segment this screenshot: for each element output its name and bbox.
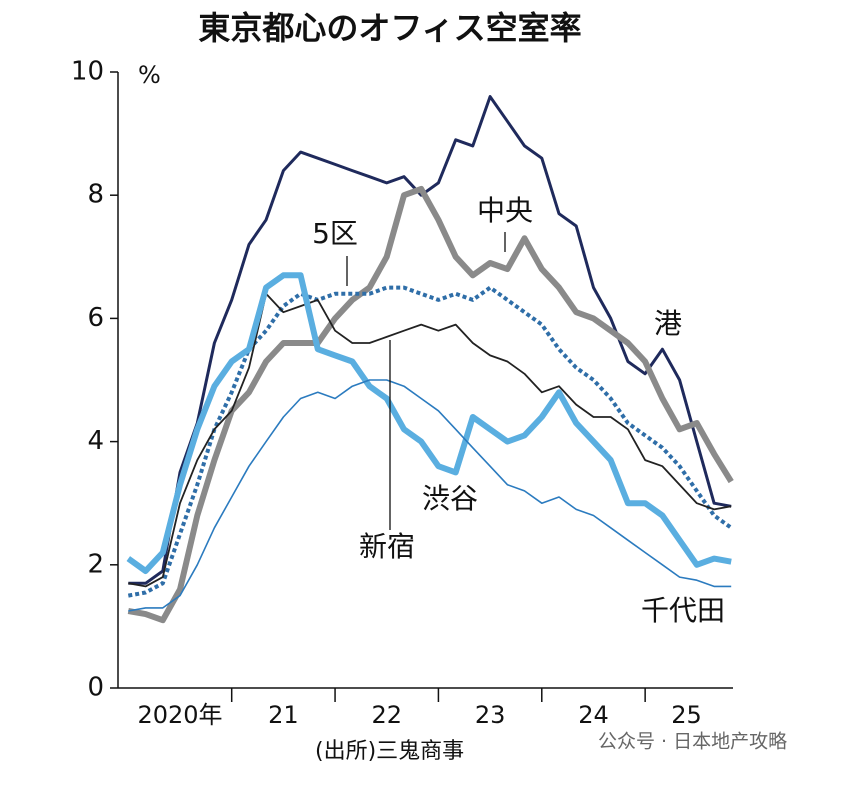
- source: (出所)三鬼商事: [315, 739, 464, 764]
- y-tick-label: 8: [87, 180, 104, 210]
- y-tick-label: 2: [87, 549, 104, 579]
- series-line: [128, 292, 732, 588]
- series-label: 5区: [312, 217, 358, 250]
- y-tick-label: 10: [71, 57, 104, 87]
- x-tick-label: 23: [475, 701, 506, 729]
- x-tick-label: 2020年: [137, 701, 222, 729]
- y-tick-label: 4: [87, 426, 104, 456]
- series-line: [127, 285, 733, 598]
- y-unit: %: [138, 61, 161, 89]
- x-tick-label: 21: [268, 701, 299, 729]
- series-label: 中央: [477, 194, 533, 227]
- series-line: [127, 186, 734, 624]
- series-label: 渋谷: [422, 482, 478, 515]
- y-tick-label: 0: [87, 673, 104, 703]
- x-tick-label: 24: [578, 701, 609, 729]
- series-label: 港: [654, 307, 682, 340]
- watermark: 公众号 · 日本地产攻略: [598, 731, 787, 753]
- y-tick-label: 6: [87, 303, 104, 333]
- series-line: [128, 379, 732, 612]
- series-line: [126, 272, 732, 574]
- chart-title: 東京都心のオフィス空室率: [198, 9, 581, 47]
- x-tick-label: 25: [671, 701, 702, 729]
- series-line: [128, 95, 732, 585]
- series-label: 千代田: [641, 594, 725, 627]
- series-label: 新宿: [359, 530, 415, 563]
- x-tick-label: 22: [371, 701, 402, 729]
